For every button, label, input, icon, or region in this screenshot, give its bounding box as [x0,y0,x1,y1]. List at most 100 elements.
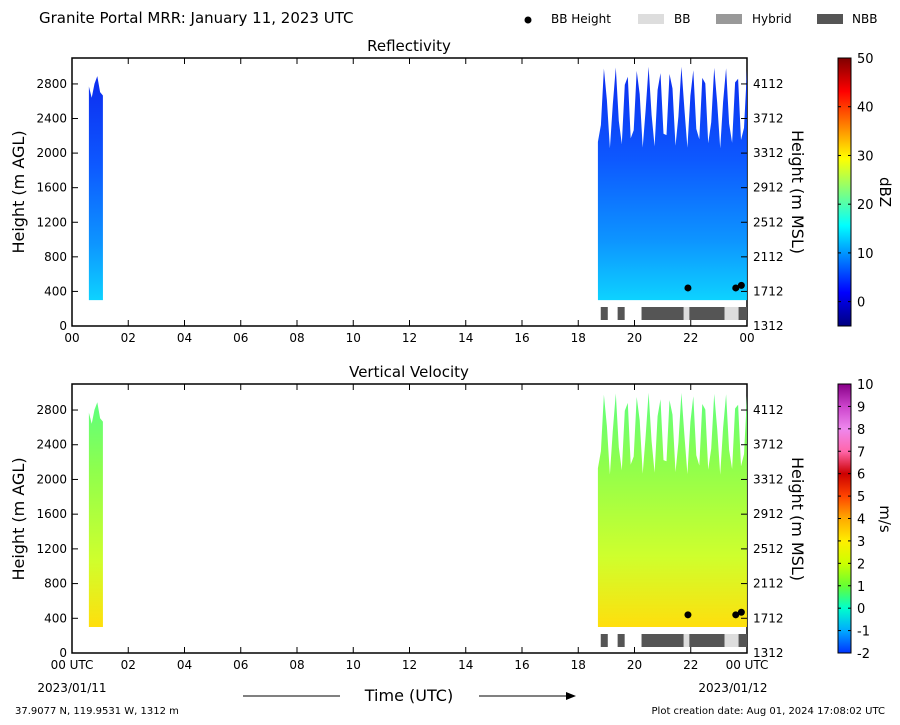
colorbar-tick-label: -2 [857,647,870,662]
vertical-velocity-y-ticks: 0 1312 400 1712 800 2112 1200 2512 1600 2912 2000 3… [36,403,783,660]
y-tick-label-left: 2800 [36,77,67,91]
y-tick-label-right: 3712 [753,112,784,126]
reflectivity-ylabel-right: Height (m MSL) [788,130,807,254]
x-tick-label: 00 [739,331,754,345]
x-tick-label: 02 [121,331,136,345]
echo-region [88,76,103,301]
bb-type-segment [689,307,725,320]
bb-height-point [684,611,692,619]
y-tick-label-left: 1200 [36,215,67,229]
y-tick-label-right: 3312 [753,472,784,486]
bb-type-segment [641,634,684,647]
legend-nbb-swatch [817,14,843,24]
y-tick-label-right: 1312 [753,319,784,333]
colorbar-bar [837,57,852,327]
colorbar-tick-label: 1 [857,580,865,595]
bb-type-segment [738,307,747,320]
bb-type-segment [617,634,625,647]
figure-title: Granite Portal MRR: January 11, 2023 UTC [39,9,353,27]
y-tick-label-right: 4112 [753,77,784,91]
x-tick-label: 14 [458,331,473,345]
x-tick-label: 22 [683,331,698,345]
y-tick-label-left: 2000 [36,146,67,160]
y-tick-label-right: 4112 [753,403,784,417]
x-tick-label: 16 [514,331,529,345]
colorbar-tick-label: 30 [857,149,874,164]
colorbar-tick-label: 0 [857,602,865,617]
vertical-velocity-data-layer [88,392,747,647]
y-tick-label-left: 400 [44,284,67,298]
y-tick-label-left: 800 [44,250,67,264]
reflectivity-ylabel-left: Height (m AGL) [9,130,28,253]
y-tick-label-right: 2112 [753,577,784,591]
x-axis-arrowhead [566,692,576,700]
y-tick-label-left: 1600 [36,181,67,195]
y-tick-label-right: 3712 [753,438,784,452]
reflectivity-data-layer [88,66,747,320]
y-tick-label-right: 3312 [753,146,784,160]
legend-bb-swatch [638,14,664,24]
legend-bb-label: BB [674,12,690,26]
bb-type-segment [724,307,739,320]
x-tick-label: 12 [402,658,417,672]
x-tick-label: 18 [571,658,586,672]
y-tick-label-left: 1200 [36,542,67,556]
x-tick-label: 10 [346,331,361,345]
vertical-velocity-colorbar: -2 -1 0 1 2 3 4 5 6 7 8 9 10 [837,378,874,662]
echo-region [88,402,103,627]
colorbar-tick-label: 50 [857,52,874,67]
legend-bb-height-marker [524,16,532,24]
echo-region [597,66,747,301]
x-tick-label: 04 [177,331,192,345]
x-tick-label: 16 [514,658,529,672]
vertical-velocity-ylabel-left: Height (m AGL) [9,457,28,580]
colorbar-tick-label: 7 [857,445,865,460]
y-tick-label-right: 1712 [753,611,784,625]
x-tick-label: 12 [402,331,417,345]
bb-type-segment [683,634,690,647]
x-tick-label: 04 [177,658,192,672]
reflectivity-panel: Reflectivity 00 02 04 06 08 10 12 14 16 18 20 22 00 … [9,37,894,345]
bb-height-point [732,284,740,292]
colorbar-tick-label: 8 [857,423,865,438]
colorbar-tick-label: 0 [857,296,865,311]
y-tick-label-left: 400 [44,611,67,625]
vertical-velocity-colorbar-label: m/s [876,505,894,533]
bb-type-segment [683,307,690,320]
x-tick-label: 10 [346,658,361,672]
reflectivity-y-ticks: 0 1312 400 1712 800 2112 1200 2512 1600 2912 2000 3… [36,77,783,333]
colorbar-tick-label: -1 [857,625,870,640]
bb-type-segment [617,307,625,320]
legend-nbb-label: NBB [852,12,877,26]
header-legend: BB Height BB Hybrid NBB [524,12,877,26]
y-tick-label-right: 2512 [753,215,784,229]
colorbar-tick-label: 9 [857,400,865,415]
y-tick-label-right: 2912 [753,507,784,521]
x-tick-label: 22 [683,658,698,672]
x-tick-label: 06 [233,331,248,345]
x-tick-label: 20 [627,658,642,672]
y-tick-label-right: 1312 [753,646,784,660]
reflectivity-x-ticks: 00 02 04 06 08 10 12 14 16 18 20 22 00 [64,58,755,345]
bb-type-segment [689,634,725,647]
vertical-velocity-x-ticks: 00 UTC 02 04 06 08 10 12 14 16 18 20 22 00 UTC [51,384,768,672]
y-tick-label-left: 800 [44,577,67,591]
y-tick-label-right: 2512 [753,542,784,556]
echo-region [597,392,747,627]
colorbar-tick-label: 6 [857,468,865,483]
x-tick-label: 08 [289,658,304,672]
bb-type-segment [724,634,739,647]
x-tick-label: 00 [64,331,79,345]
x-tick-label: 20 [627,331,642,345]
y-tick-label-left: 0 [59,319,67,333]
colorbar-tick-label: 20 [857,198,874,213]
y-tick-label-left: 2400 [36,112,67,126]
y-tick-label-left: 0 [59,646,67,660]
reflectivity-colorbar: 0 10 20 30 40 50 [837,52,874,327]
x-axis-label: Time (UTC) [364,686,453,705]
bb-type-segment [641,307,684,320]
y-tick-label-left: 2800 [36,403,67,417]
y-tick-label-left: 1600 [36,507,67,521]
bb-type-segment [600,307,608,320]
x-tick-label: 06 [233,658,248,672]
